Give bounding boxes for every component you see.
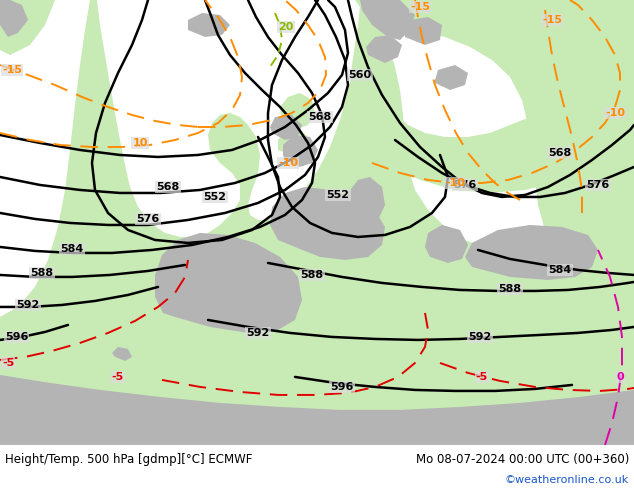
Text: -15: -15 xyxy=(410,2,430,12)
Text: 560: 560 xyxy=(349,70,372,80)
Polygon shape xyxy=(350,0,634,193)
Text: Mo 08-07-2024 00:00 UTC (00+360): Mo 08-07-2024 00:00 UTC (00+360) xyxy=(416,453,629,466)
Polygon shape xyxy=(280,93,315,130)
Text: 592: 592 xyxy=(469,332,491,342)
Polygon shape xyxy=(380,0,634,295)
Text: 10: 10 xyxy=(133,138,148,148)
Polygon shape xyxy=(0,0,40,35)
Text: 588: 588 xyxy=(301,270,323,280)
Polygon shape xyxy=(188,13,230,37)
Text: -5: -5 xyxy=(112,372,124,382)
Text: 576: 576 xyxy=(136,214,160,224)
Text: -15: -15 xyxy=(2,65,22,75)
Text: 576: 576 xyxy=(586,180,610,190)
Polygon shape xyxy=(283,135,318,167)
Text: -10: -10 xyxy=(445,178,465,188)
Text: 576: 576 xyxy=(453,180,477,190)
Text: 592: 592 xyxy=(247,328,269,338)
Text: 568: 568 xyxy=(548,148,572,158)
Polygon shape xyxy=(0,0,55,55)
Text: 584: 584 xyxy=(60,244,84,254)
Text: 584: 584 xyxy=(548,265,572,275)
Polygon shape xyxy=(155,233,302,333)
Text: 552: 552 xyxy=(327,190,349,200)
Polygon shape xyxy=(270,115,302,140)
Polygon shape xyxy=(435,65,468,90)
Text: -10: -10 xyxy=(605,108,625,118)
Text: 592: 592 xyxy=(16,300,39,310)
Polygon shape xyxy=(360,0,415,40)
Polygon shape xyxy=(405,17,442,45)
Polygon shape xyxy=(270,187,385,260)
Polygon shape xyxy=(0,0,28,37)
Polygon shape xyxy=(348,177,385,223)
Polygon shape xyxy=(278,129,308,155)
Text: 20: 20 xyxy=(278,22,294,32)
Text: 0: 0 xyxy=(616,372,624,382)
Polygon shape xyxy=(112,347,132,361)
Text: 588: 588 xyxy=(498,284,522,294)
Text: ©weatheronline.co.uk: ©weatheronline.co.uk xyxy=(505,475,629,485)
Polygon shape xyxy=(355,0,634,95)
Text: 568: 568 xyxy=(308,112,332,122)
Text: 552: 552 xyxy=(204,192,226,202)
Text: -5: -5 xyxy=(476,372,488,382)
Text: 588: 588 xyxy=(30,268,53,278)
Polygon shape xyxy=(425,225,468,263)
Text: -15: -15 xyxy=(542,15,562,25)
Polygon shape xyxy=(0,0,634,445)
Text: 568: 568 xyxy=(157,182,179,192)
Text: 596: 596 xyxy=(330,382,354,392)
Polygon shape xyxy=(465,225,598,280)
Text: Height/Temp. 500 hPa [gdmp][°C] ECMWF: Height/Temp. 500 hPa [gdmp][°C] ECMWF xyxy=(5,453,252,466)
Text: -5: -5 xyxy=(2,358,14,368)
Text: 596: 596 xyxy=(5,332,29,342)
Text: -10: -10 xyxy=(278,158,298,168)
Polygon shape xyxy=(0,375,634,445)
Polygon shape xyxy=(366,35,402,63)
